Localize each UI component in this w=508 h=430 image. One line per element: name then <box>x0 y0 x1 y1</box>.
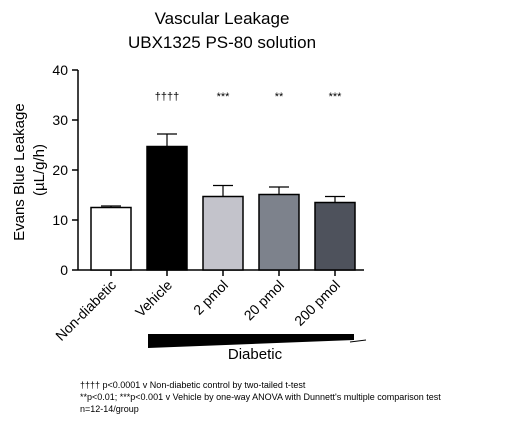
x-tick-label: 20 pmol <box>241 277 288 324</box>
diabetic-wedge-tail <box>349 339 367 343</box>
y-tick-label: 30 <box>52 112 68 128</box>
footnote-line-3: n=12-14/group <box>80 404 139 414</box>
significance-marker: *** <box>217 91 231 103</box>
x-tick-label: Vehicle <box>132 277 175 320</box>
bar-20-pmol <box>258 193 300 271</box>
x-ticks: Non-diabetic Vehicle 2 pmol 20 pmol 200 pmol <box>52 270 343 344</box>
x-tick-label: 200 pmol <box>291 277 343 329</box>
diabetic-wedge <box>148 334 354 348</box>
footnote-line-1: †††† p<0.0001 v Non-diabetic control by … <box>80 380 306 390</box>
y-tick-label: 20 <box>52 162 68 178</box>
diabetic-group-label: Diabetic <box>228 346 283 363</box>
chart-title: Vascular Leakage <box>155 9 290 28</box>
y-ticks: 0 10 20 30 40 <box>52 62 78 278</box>
x-tick-label: 2 pmol <box>190 277 231 318</box>
y-tick-label: 40 <box>52 62 68 78</box>
chart-subtitle: UBX1325 PS-80 solution <box>128 33 316 52</box>
bar-non-diabetic <box>90 206 132 271</box>
bar-2-pmol <box>202 195 244 271</box>
y-tick-label: 0 <box>60 262 68 278</box>
bar-200-pmol <box>314 201 356 271</box>
y-axis-label-line1: Evans Blue Leakage <box>11 103 28 241</box>
y-tick-label: 10 <box>52 212 68 228</box>
bar-chart: Vascular Leakage UBX1325 PS-80 solution … <box>11 9 367 363</box>
significance-marker: †††† <box>155 91 179 103</box>
bar-vehicle <box>146 145 188 271</box>
bars: †††† *** ** *** <box>90 91 356 271</box>
y-axis-label: Evans Blue Leakage (µL/g/h) <box>11 99 48 241</box>
significance-marker: ** <box>275 91 284 103</box>
footnote-line-2: **p<0.01; ***p<0.001 v Vehicle by one-wa… <box>80 392 441 402</box>
x-tick-label: Non-diabetic <box>52 277 119 344</box>
y-axis-label-line2: (µL/g/h) <box>31 144 48 196</box>
significance-marker: *** <box>329 91 343 103</box>
